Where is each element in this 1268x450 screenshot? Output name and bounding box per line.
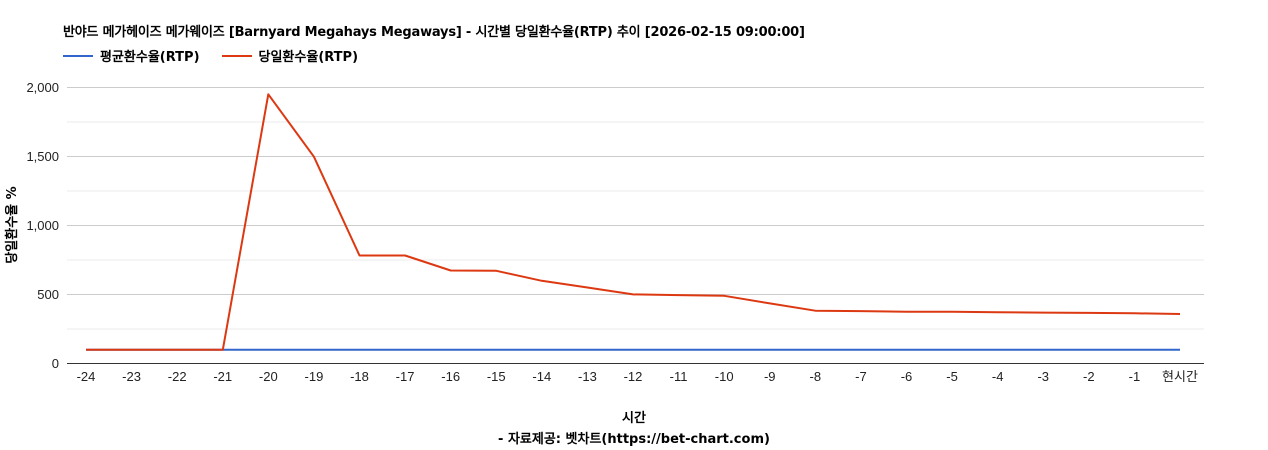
- x-tick-label: -23: [122, 369, 141, 384]
- legend-swatch-daily-icon: [221, 54, 252, 57]
- x-tick-label: -3: [1037, 369, 1049, 384]
- x-tick-label: -7: [855, 369, 867, 384]
- x-tick-label: -20: [259, 369, 278, 384]
- chart-title: 반야드 메가헤이즈 메가웨이즈 [Barnyard Megahays Megaw…: [63, 25, 805, 40]
- x-tick-label: -11: [670, 369, 688, 384]
- series-lines: [86, 93, 1181, 351]
- x-tick-label: -21: [213, 369, 232, 384]
- x-tick-label: -19: [305, 369, 324, 384]
- y-tick-label: 500: [37, 287, 59, 302]
- source-credit: - 자료제공: 벳차트(https://bet-chart.com): [498, 432, 770, 447]
- y-tick-label: 0: [52, 356, 59, 371]
- x-tick-label: -1: [1129, 369, 1141, 384]
- x-tick-label: -5: [946, 369, 958, 384]
- x-tick-label: 현시간: [1162, 369, 1198, 384]
- x-tick-label: -2: [1083, 369, 1095, 384]
- x-tick-label: -14: [532, 369, 551, 384]
- x-tick-label: -17: [396, 369, 415, 384]
- legend-label-daily: 당일환수율(RTP): [258, 50, 359, 65]
- x-tick-label: -4: [992, 369, 1004, 384]
- x-tick-label: -22: [168, 369, 187, 384]
- x-axis-ticks: -24 -23 -22 -21 -20 -19 -18 -17 -16 -15 -14 -13 -12 -…: [77, 369, 1198, 384]
- x-axis-title: 시간: [622, 411, 646, 426]
- legend: 평균환수율(RTP) 당일환수율(RTP): [63, 46, 358, 65]
- daily-rtp-line[interactable]: [86, 93, 1181, 351]
- legend-item-average-rtp[interactable]: 평균환수율(RTP): [63, 46, 200, 65]
- y-axis-label: 당일환수율 %: [4, 186, 20, 263]
- y-tick-label: 1,000: [26, 218, 59, 233]
- x-tick-label: -18: [350, 369, 369, 384]
- x-tick-label: -10: [715, 369, 734, 384]
- gridlines: [67, 87, 1204, 330]
- y-tick-label: 1,500: [26, 149, 59, 164]
- legend-swatch-average-icon: [63, 54, 93, 57]
- legend-item-daily-rtp[interactable]: 당일환수율(RTP): [221, 46, 359, 65]
- legend-label-average: 평균환수율(RTP): [100, 50, 200, 65]
- x-tick-label: -9: [764, 369, 776, 384]
- y-axis-ticks: 0 500 1,000 1,500 2,000: [26, 80, 59, 371]
- x-tick-label: -12: [624, 369, 643, 384]
- x-tick-label: -6: [901, 369, 913, 384]
- x-tick-label: -13: [578, 369, 597, 384]
- x-tick-label: -15: [487, 369, 506, 384]
- y-tick-label: 2,000: [26, 80, 59, 95]
- x-tick-label: -24: [77, 369, 96, 384]
- x-tick-label: -16: [441, 369, 460, 384]
- x-tick-label: -8: [810, 369, 822, 384]
